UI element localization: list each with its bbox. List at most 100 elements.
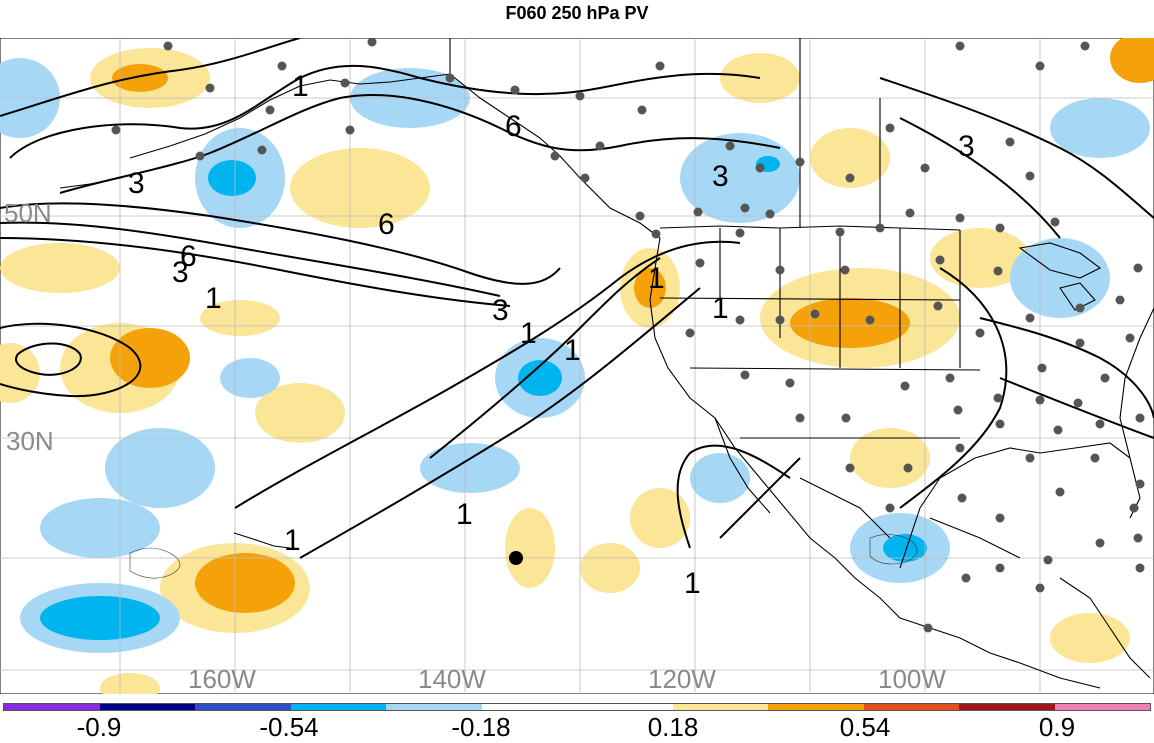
station-dot — [1037, 363, 1047, 373]
station-dot — [875, 223, 885, 233]
station-dot — [1025, 453, 1035, 463]
shade-blob-weak-negative — [420, 443, 520, 493]
shade-blob-weak-positive — [0, 243, 120, 293]
station-dot — [841, 413, 851, 423]
colorbar-segment-1 — [99, 704, 195, 710]
station-dot — [1035, 61, 1045, 71]
map-title: F060 250 hPa PV — [505, 3, 649, 23]
contour-label-3-pacific: 3 — [172, 256, 189, 289]
shade-blob-weak-positive — [290, 148, 430, 228]
pv-anomaly-shading — [0, 33, 1154, 703]
station-dot — [1135, 413, 1145, 423]
colorbar — [3, 703, 1151, 711]
station-dot — [595, 141, 605, 151]
station-dot — [903, 463, 913, 473]
highlight-point — [509, 551, 523, 565]
station-dot — [111, 125, 121, 135]
contour-label-3-west: 3 — [128, 167, 145, 200]
colorbar-segment-9 — [863, 704, 959, 710]
shade-blob-strong-negative — [208, 160, 256, 196]
contour-label-6-gulf: 6 — [378, 208, 395, 241]
station-dot — [340, 78, 350, 88]
station-dot — [953, 405, 963, 415]
station-dot — [1043, 555, 1053, 565]
station-dot — [695, 258, 705, 268]
station-dot — [635, 211, 645, 221]
station-dot — [345, 125, 355, 135]
contour-label-6-pacific: 6 — [180, 240, 197, 273]
station-dot — [637, 105, 647, 115]
colorbar-label-0.9: 0.9 — [1038, 712, 1076, 742]
station-dot — [955, 213, 965, 223]
colorbar-segment-11 — [1054, 704, 1150, 710]
station-dot — [580, 173, 590, 183]
colorbar-label-0.54: 0.54 — [839, 712, 891, 742]
station-dot — [1055, 487, 1065, 497]
shade-blob-moderate-positive — [1110, 33, 1154, 83]
station-dot — [1133, 263, 1143, 273]
station-dot — [163, 41, 173, 51]
station-dot — [1075, 303, 1085, 313]
contour-label-1-coast-b: 1 — [564, 334, 581, 367]
contour-label-1-mid: 1 — [456, 498, 473, 531]
station-dot — [955, 443, 965, 453]
contour-labels: 1 3 6 3 6 6 3 1 3 1 1 1 1 3 1 1 1 — [128, 70, 975, 600]
shade-blob-weak-positive — [200, 300, 280, 336]
station-dot — [1095, 538, 1105, 548]
station-dot — [1135, 479, 1145, 489]
station-dot — [725, 141, 735, 151]
shade-blob-strong-negative — [518, 360, 562, 396]
shade-blob-weak-negative — [40, 498, 160, 558]
station-dot — [740, 203, 750, 213]
contour-label-1-coast-a: 1 — [520, 317, 537, 350]
station-dot — [765, 209, 775, 219]
colorbar-segment-2 — [195, 704, 291, 710]
station-dot — [961, 573, 971, 583]
station-dot — [795, 413, 805, 423]
colorbar-segment-10 — [959, 704, 1055, 710]
shade-blob-weak-positive — [630, 488, 690, 548]
station-dot — [935, 255, 945, 265]
station-dot — [995, 223, 1005, 233]
station-dot — [945, 373, 955, 383]
station-dot — [1025, 171, 1035, 181]
lon-label-160w: 160W — [188, 664, 256, 694]
station-dot — [955, 41, 965, 51]
shade-blob-weak-negative — [105, 428, 215, 508]
thin-contours — [129, 534, 918, 579]
lon-label-100w: 100W — [878, 664, 946, 694]
station-dot — [923, 623, 933, 633]
shade-blob-weak-negative — [1010, 238, 1110, 318]
contour-label-3-coast: 3 — [492, 294, 509, 327]
shade-blob-weak-positive — [580, 543, 640, 593]
station-dot — [993, 393, 1003, 403]
station-dot — [693, 207, 703, 217]
colorbar-label-neg-0.9: -0.9 — [76, 712, 122, 742]
station-dot — [845, 173, 855, 183]
station-dot — [885, 503, 895, 513]
shade-blob-weak-positive — [930, 228, 1030, 288]
colorbar-label-0.18: 0.18 — [647, 712, 699, 742]
station-dot — [1133, 533, 1143, 543]
station-dot — [885, 123, 895, 133]
contour-label-1-hawaii: 1 — [284, 524, 301, 557]
station-dot — [1005, 137, 1015, 147]
station-dot — [995, 563, 1005, 573]
station-dot — [257, 145, 267, 155]
station-dot — [550, 151, 560, 161]
shade-blob-weak-positive — [0, 343, 40, 403]
shade-blob-weak-positive — [850, 428, 930, 488]
station-dot — [840, 265, 850, 275]
station-dot — [1135, 563, 1145, 573]
shade-blob-moderate-positive — [195, 553, 295, 613]
shade-blob-weak-negative — [690, 453, 750, 503]
colorbar-label-neg-0.18: -0.18 — [451, 712, 511, 742]
station-dot — [265, 105, 275, 115]
station-dot — [510, 85, 520, 95]
shade-blob-moderate-positive — [110, 328, 190, 388]
station-dot — [1053, 425, 1063, 435]
colorbar-segment-5 — [481, 704, 577, 710]
station-dot — [835, 227, 845, 237]
station-dot — [1075, 338, 1085, 348]
station-dot — [1025, 313, 1035, 323]
